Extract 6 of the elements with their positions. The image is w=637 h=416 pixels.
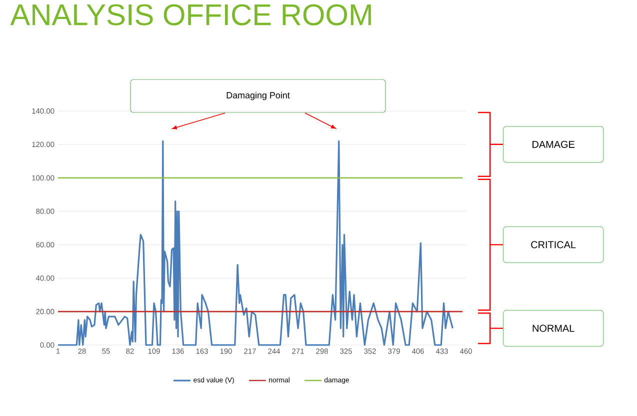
text: Damaging Point <box>226 92 290 100</box>
text: NORMAL <box>532 324 574 332</box>
line-series <box>57 140 454 346</box>
text: CRITICAL <box>531 241 576 248</box>
chart-title: ANALYSIS OFFICE ROOM <box>10 4 371 26</box>
text: DAMAGE <box>532 140 574 148</box>
